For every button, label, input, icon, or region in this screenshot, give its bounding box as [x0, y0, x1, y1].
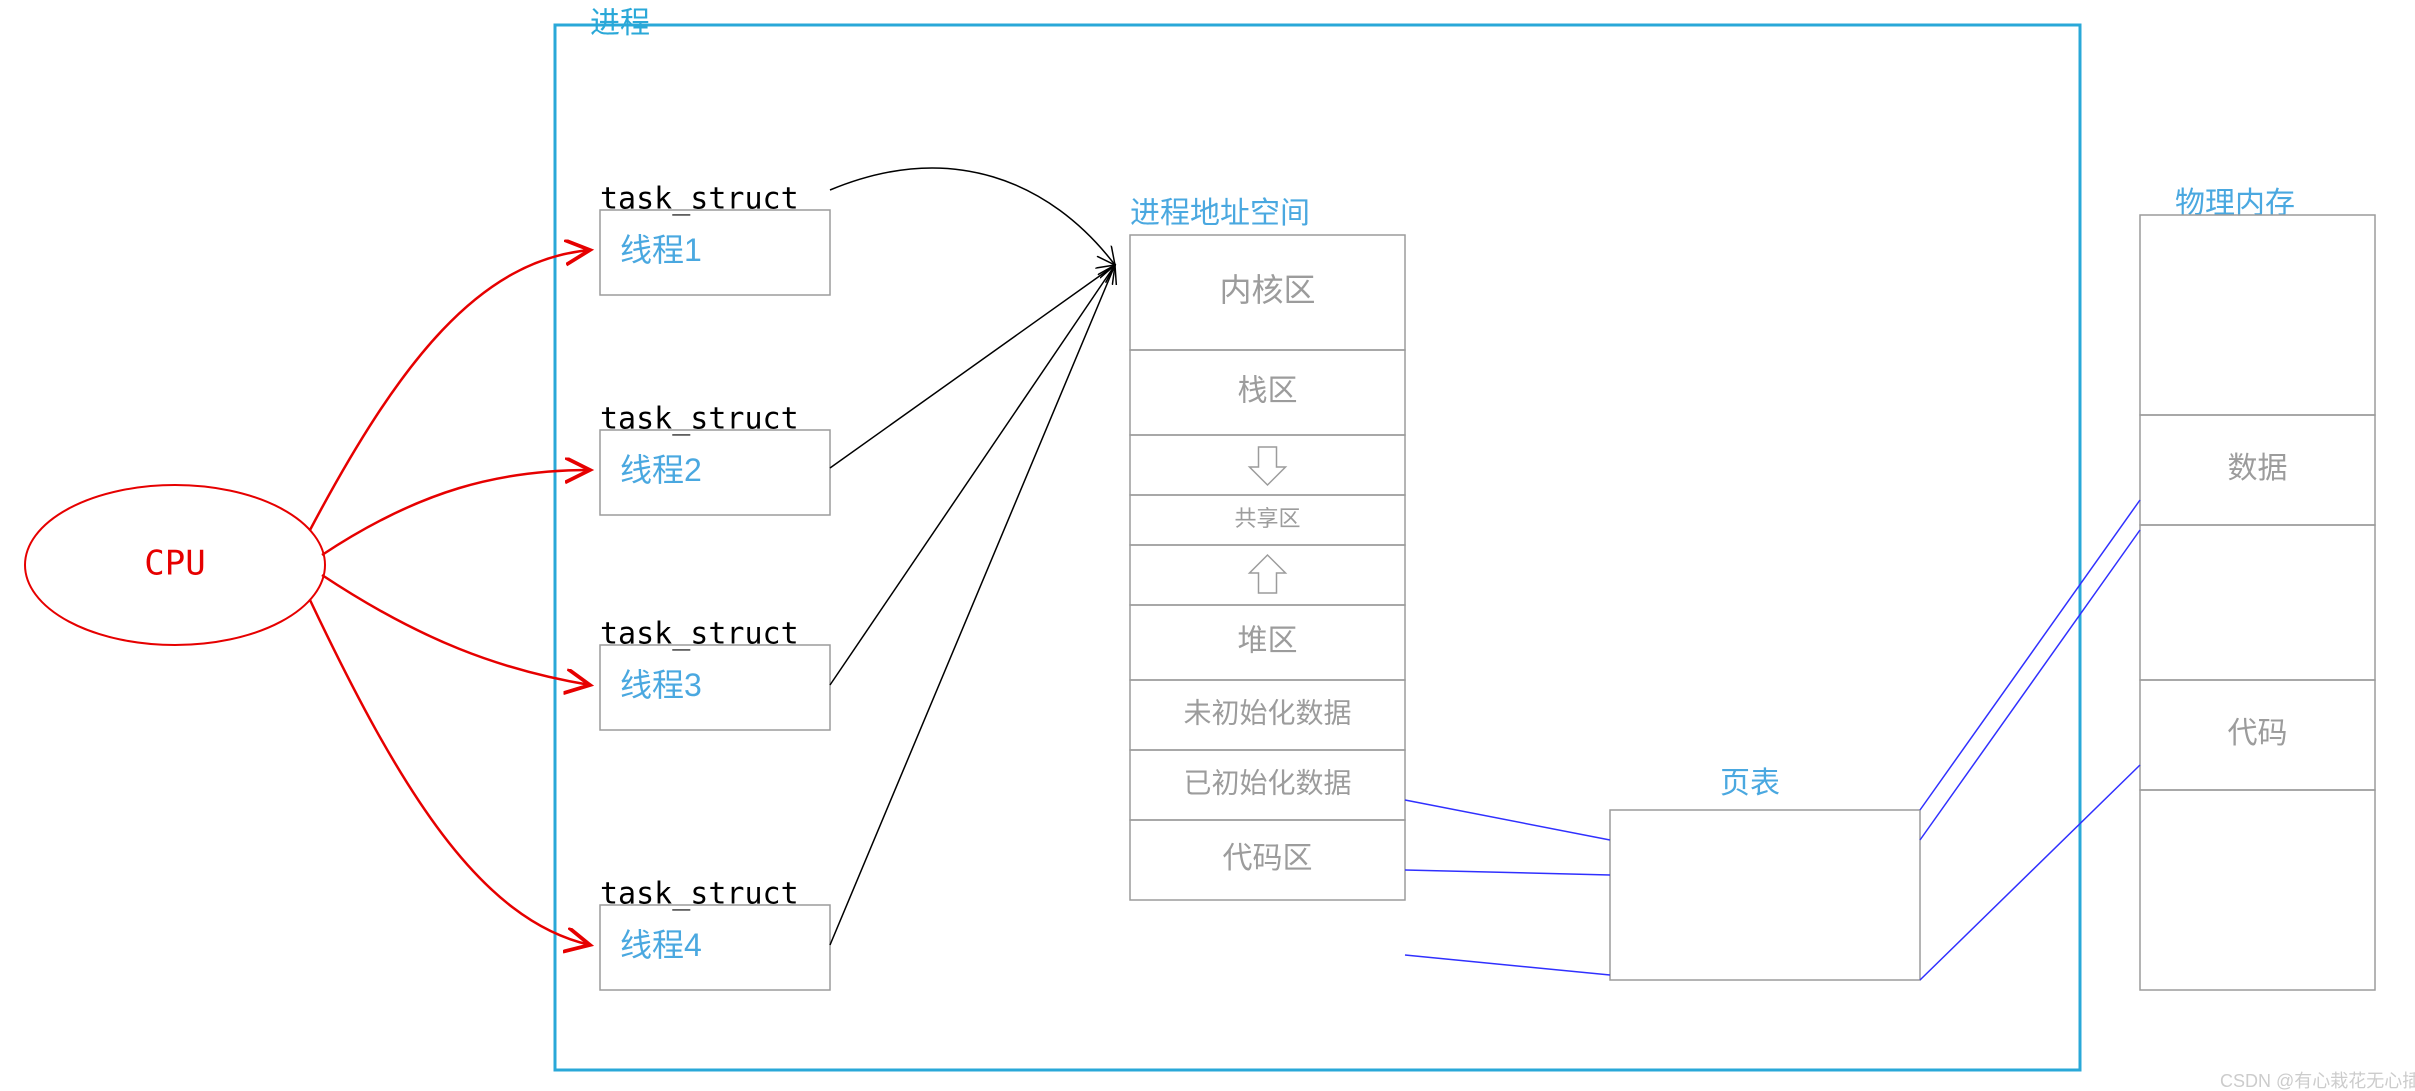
addrspace-section-label: 内核区: [1219, 272, 1315, 308]
addrspace-section-label: 栈区: [1238, 374, 1298, 407]
pagetable-title: 页表: [1720, 767, 1780, 800]
addrspace-section-label: 代码区: [1223, 842, 1313, 875]
thread-label: 线程1: [620, 232, 702, 268]
thread-to-addrspace-arrow: [830, 168, 1115, 265]
physmem-section: [2140, 525, 2375, 680]
pagetable-to-phys-line: [1920, 765, 2140, 980]
cpu-to-thread-arrow: [322, 575, 590, 685]
arrow-down-icon: [1250, 447, 1286, 485]
thread-label: 线程4: [620, 927, 702, 963]
cpu-label: CPU: [144, 544, 205, 584]
cpu-to-thread-arrow: [322, 470, 590, 555]
pagetable-box: [1610, 810, 1920, 980]
cpu-to-thread-arrow: [310, 250, 590, 530]
physmem-section-label: 数据: [2228, 452, 2288, 485]
addrspace-section-label: 共享区: [1234, 506, 1300, 531]
physmem-section: [2140, 215, 2375, 415]
thread-to-addrspace-arrow: [830, 265, 1115, 685]
addr-to-pagetable-line: [1405, 800, 1610, 840]
addrspace-section-label: 未初始化数据: [1183, 697, 1351, 728]
pagetable-to-phys-line: [1920, 500, 2140, 810]
task-struct-label: task_struct: [600, 877, 799, 912]
process-label: 进程: [590, 7, 650, 40]
cpu-to-thread-arrow: [310, 600, 590, 945]
physmem-section: [2140, 790, 2375, 990]
pagetable-to-phys-line: [1920, 530, 2140, 840]
physmem-section-label: 代码: [2228, 717, 2288, 750]
addr-to-pagetable-line: [1405, 870, 1610, 875]
task-struct-label: task_struct: [600, 617, 799, 652]
addrspace-section-label: 已初始化数据: [1183, 767, 1351, 798]
arrow-up-icon: [1250, 555, 1286, 593]
addrspace-section-label: 堆区: [1238, 624, 1298, 657]
thread-label: 线程2: [620, 452, 702, 488]
diagram-canvas: 进程 CPU task_struct 线程1 task_struct 线程2 task_st…: [0, 0, 2415, 1091]
addr-to-pagetable-line: [1405, 955, 1610, 975]
addrspace-title: 进程地址空间: [1130, 197, 1310, 230]
task-struct-label: task_struct: [600, 182, 799, 217]
thread-label: 线程3: [620, 667, 702, 703]
watermark: CSDN @有心栽花无心插柳: [2220, 1071, 2415, 1091]
task-struct-label: task_struct: [600, 402, 799, 437]
